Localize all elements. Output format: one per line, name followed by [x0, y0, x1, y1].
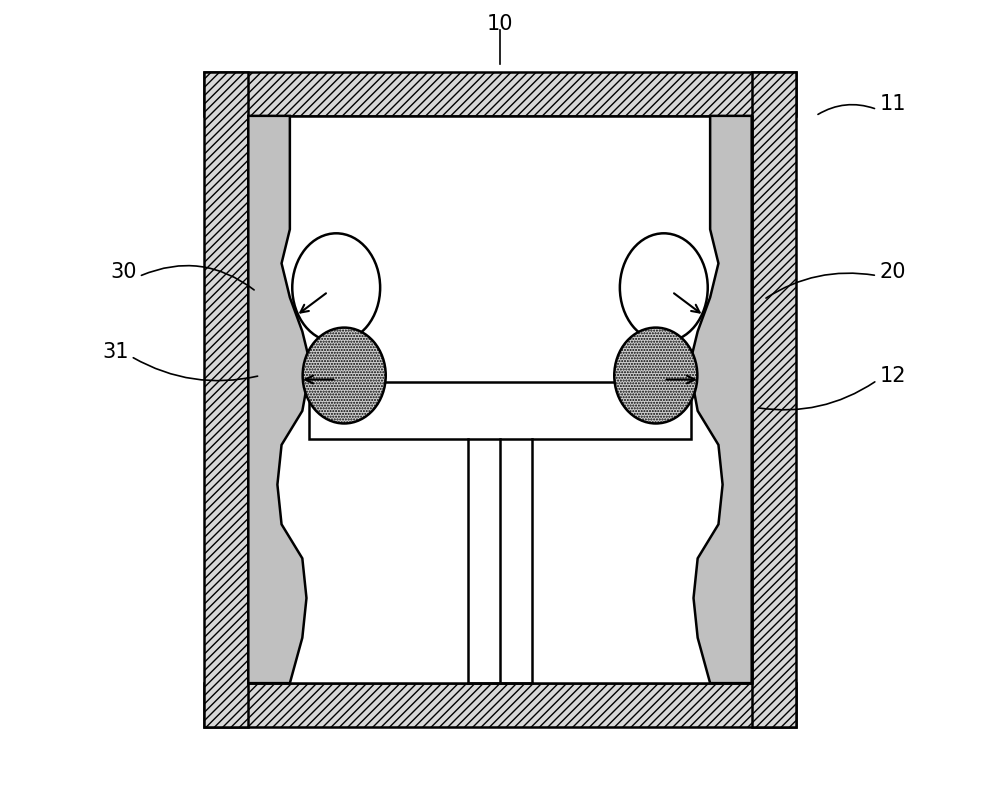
Text: 11: 11: [880, 93, 906, 114]
Text: 30: 30: [110, 261, 136, 282]
Ellipse shape: [292, 233, 380, 342]
Text: 12: 12: [880, 365, 906, 386]
Text: 20: 20: [880, 261, 906, 282]
Bar: [309, 383, 691, 439]
Bar: [204, 683, 796, 727]
Polygon shape: [248, 116, 311, 683]
Bar: [752, 72, 796, 727]
Ellipse shape: [620, 233, 708, 342]
Bar: [248, 116, 752, 683]
Text: 10: 10: [487, 14, 513, 34]
Ellipse shape: [303, 328, 386, 423]
Bar: [204, 72, 796, 116]
Ellipse shape: [614, 328, 697, 423]
Polygon shape: [689, 116, 752, 683]
Bar: [204, 72, 248, 727]
Text: 31: 31: [102, 341, 128, 362]
